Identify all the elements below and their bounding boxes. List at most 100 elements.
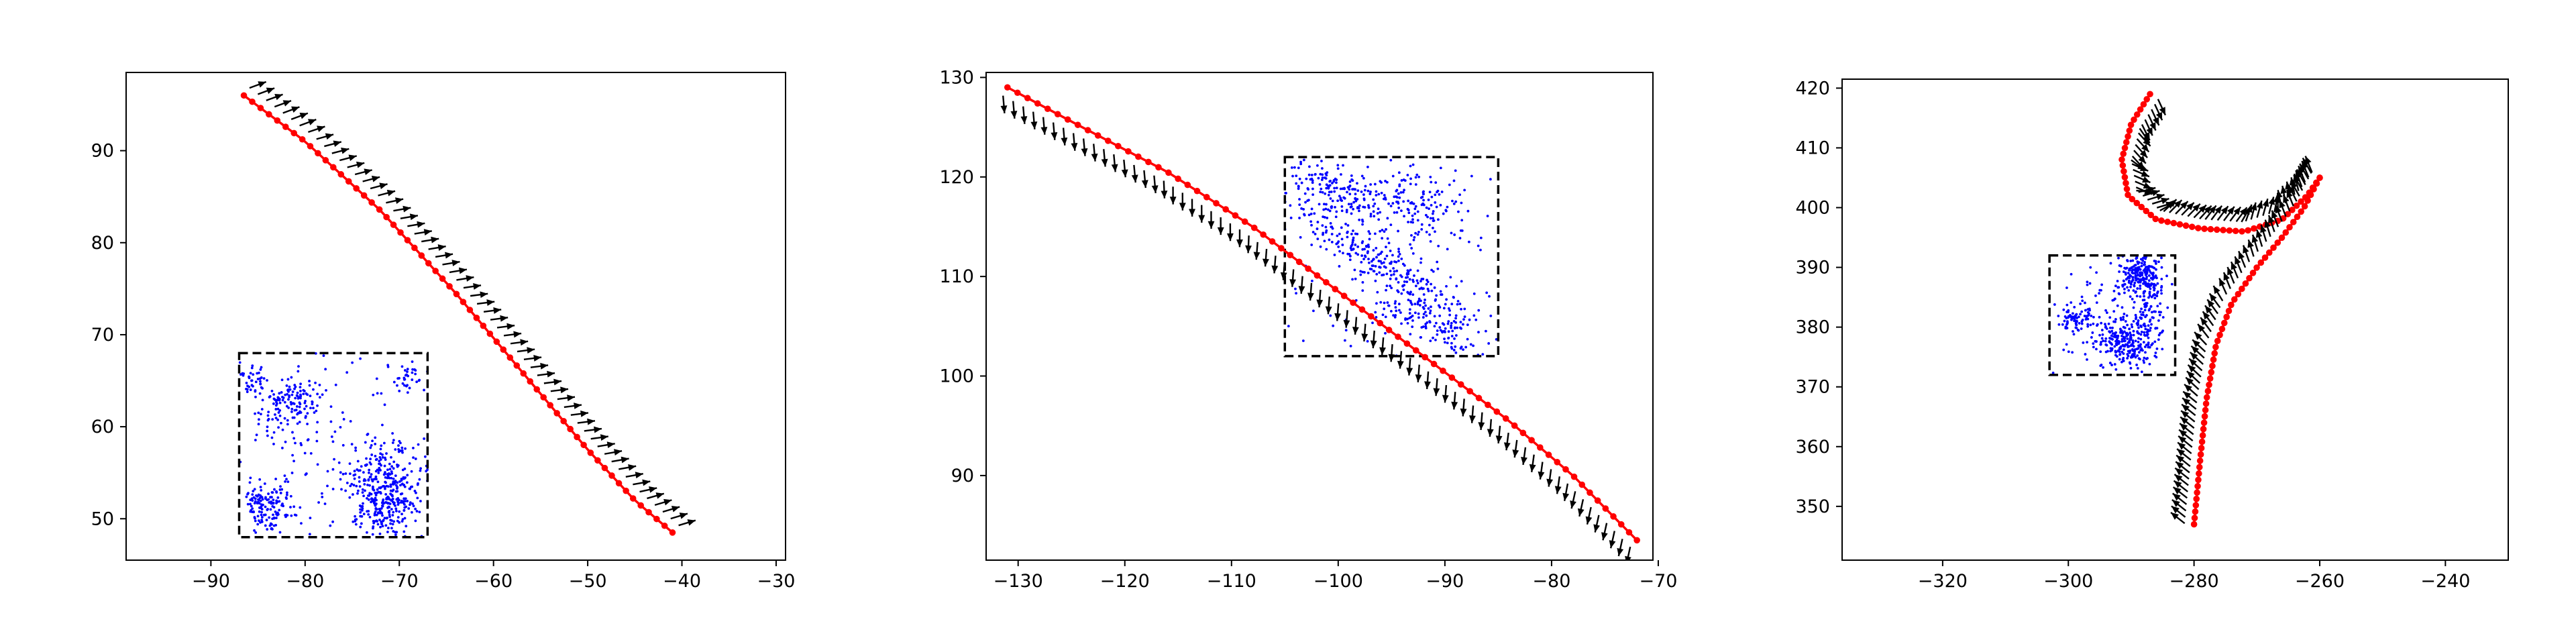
trajectory-point [2289, 207, 2296, 213]
trajectory-point [1193, 187, 1201, 195]
scatter-point [1454, 334, 1458, 337]
scatter-point [260, 488, 263, 492]
trajectory-point [2121, 144, 2129, 152]
motion-arrow-head [533, 355, 542, 362]
scatter-point [1485, 291, 1489, 294]
motion-arrow-head [1577, 508, 1585, 517]
scatter-point [373, 520, 376, 523]
trajectory-point [1278, 245, 1285, 252]
scatter-point [374, 475, 378, 478]
scatter-point [1369, 191, 1372, 193]
trajectory-point [1125, 148, 1132, 155]
motion-arrow-head [2194, 331, 2202, 340]
scatter-point [260, 386, 263, 389]
motion-arrow-head [473, 283, 482, 290]
trajectory-point [2204, 388, 2212, 394]
motion-arrow-head [1298, 286, 1305, 294]
scatter-point [2113, 333, 2116, 337]
x-tick-label: −100 [1313, 571, 1363, 592]
scatter-point [375, 377, 378, 380]
scatter-point [390, 476, 393, 480]
scatter-point [1403, 215, 1405, 218]
scatter-point [1437, 244, 1440, 248]
scatter-point [1371, 321, 1374, 325]
motion-arrow-head [2235, 256, 2241, 265]
scatter-point [1397, 206, 1401, 209]
scatter-point [403, 468, 407, 470]
scatter-point [368, 484, 371, 487]
scatter-point [2128, 279, 2131, 282]
trajectory-point [1594, 497, 1601, 504]
scatter-point [374, 454, 377, 458]
scatter-point [1417, 175, 1421, 178]
scatter-point [260, 376, 263, 379]
motion-arrow-head [379, 182, 388, 190]
scatter-point [2090, 315, 2093, 317]
scatter-point [1331, 227, 1334, 230]
motion-arrow-head [2174, 200, 2182, 208]
trajectory-point [2126, 127, 2133, 134]
scatter-point [1321, 191, 1324, 194]
scatter-point [1391, 254, 1394, 257]
scatter-point [254, 497, 257, 500]
scatter-point [415, 380, 419, 384]
scatter-point [1361, 289, 1364, 292]
motion-arrow-head [2226, 206, 2235, 215]
axes-frame [1841, 78, 2509, 561]
scatter-point [285, 405, 288, 408]
scatter-point [2081, 299, 2084, 303]
scatter-point [403, 500, 407, 502]
trajectory-point [2170, 219, 2178, 227]
scatter-point [1459, 229, 1462, 232]
trajectory-point [1044, 105, 1051, 112]
scatter-point [2095, 301, 2098, 305]
trajectory-point [2210, 356, 2217, 363]
trajectory-point [376, 206, 383, 213]
scatter-point [374, 477, 377, 480]
scatter-point [281, 396, 284, 398]
scatter-point [390, 527, 393, 530]
scatter-point [295, 405, 299, 408]
motion-arrow [1626, 546, 1631, 560]
scatter-point [354, 515, 357, 518]
scatter-point [392, 467, 395, 470]
motion-arrow-head [1161, 191, 1168, 199]
scatter-point [1325, 174, 1328, 177]
trajectory-point [2125, 133, 2131, 140]
scatter-point [1343, 339, 1346, 342]
scatter-point [2084, 353, 2087, 356]
scatter-point [1320, 160, 1323, 162]
scatter-point [363, 478, 366, 481]
scatter-point [2130, 355, 2133, 358]
scatter-point [1291, 166, 1293, 169]
scatter-point [1452, 295, 1455, 299]
y-tick-label: 90 [951, 466, 974, 486]
scatter-point [268, 516, 271, 519]
plot-area [237, 80, 696, 539]
scatter-point [1420, 227, 1424, 231]
scatter-point [2104, 339, 2107, 343]
trajectory-point [527, 378, 534, 385]
trajectory-point [418, 252, 425, 259]
scatter-point [1313, 173, 1317, 176]
scatter-point [1325, 248, 1328, 251]
trajectory-point [274, 117, 281, 124]
scatter-point [278, 500, 281, 503]
scatter-point [2122, 315, 2125, 319]
scatter-point [311, 400, 314, 404]
scatter-point [273, 398, 276, 401]
scatter-point [260, 516, 264, 519]
scatter-point [2135, 364, 2139, 366]
scatter-point [1451, 329, 1454, 333]
scatter-point [1382, 197, 1385, 201]
scatter-point [2122, 344, 2125, 347]
trajectory-point [2143, 96, 2151, 103]
trajectory-point [567, 425, 574, 433]
scatter-point [2094, 294, 2097, 297]
trajectory-point [2147, 211, 2155, 219]
scatter-point [1377, 253, 1380, 256]
scatter-point [380, 507, 383, 510]
scatter-point [1472, 292, 1476, 295]
scatter-point [278, 414, 282, 417]
